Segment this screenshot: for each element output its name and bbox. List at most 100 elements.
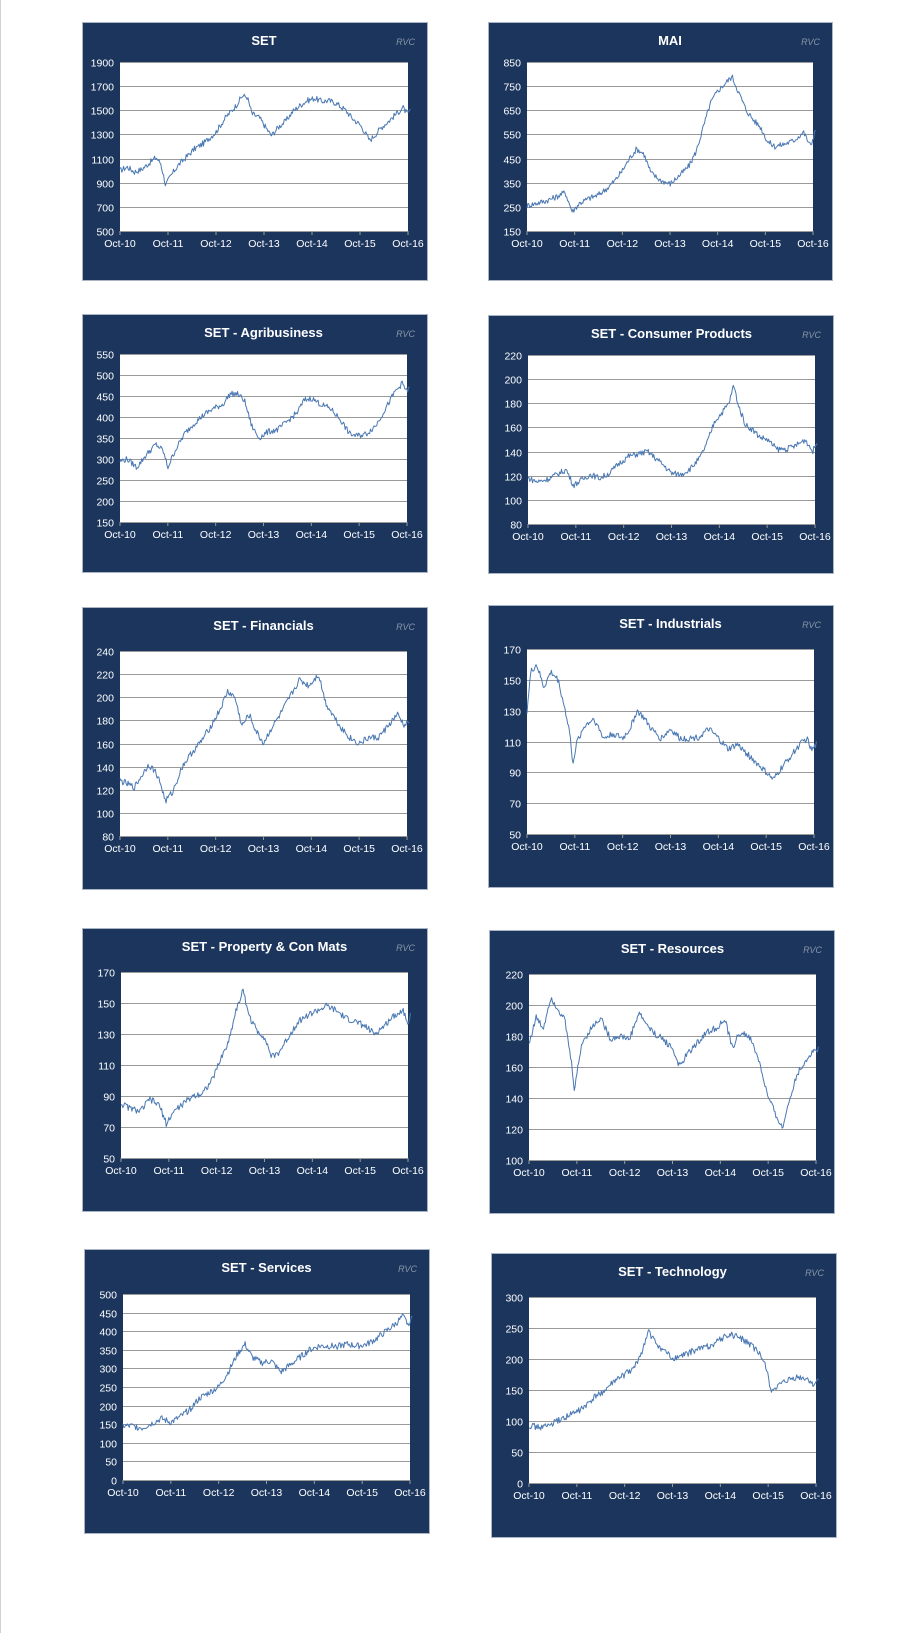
y-tick-label: 1500 <box>91 106 115 118</box>
y-tick-label: 80 <box>510 520 522 532</box>
y-tick-label: 100 <box>504 496 522 508</box>
y-tick-label: 150 <box>96 518 114 530</box>
chart-svg: SET - Property & Con Mats RVC 50 70 90 110 130… <box>97 939 424 1177</box>
x-tick-label: Oct-16 <box>392 1165 424 1177</box>
y-tick-label: 220 <box>504 351 522 363</box>
x-tick-label: Oct-13 <box>654 238 686 250</box>
chart-panel-financials: SET - Financials RVC 80 100 120 140 160 180 200 2… <box>82 607 428 890</box>
series-line <box>526 664 817 780</box>
y-tick-label: 450 <box>503 155 521 167</box>
watermark-label: RVC <box>801 37 820 47</box>
y-tick-label: 750 <box>503 82 521 94</box>
y-tick-label: 140 <box>505 1094 523 1106</box>
page-divider <box>0 0 1 1633</box>
series-line <box>119 93 411 187</box>
y-tick-label: 50 <box>105 1457 117 1469</box>
x-tick-label: Oct-16 <box>394 1487 426 1499</box>
x-tick-label: Oct-10 <box>104 529 136 541</box>
y-tick-label: 500 <box>99 1290 117 1302</box>
watermark-label: RVC <box>396 37 415 47</box>
chart-title: SET - Financials <box>213 618 313 633</box>
y-tick-label: 160 <box>504 423 522 435</box>
x-tick-label: Oct-10 <box>511 238 543 250</box>
y-tick-label: 180 <box>96 716 114 728</box>
x-tick-label: Oct-15 <box>752 1167 784 1179</box>
watermark-label: RVC <box>398 1264 417 1274</box>
series-line <box>120 988 411 1128</box>
y-tick-label: 650 <box>503 106 521 118</box>
x-tick-label: Oct-14 <box>705 1167 737 1179</box>
y-tick-label: 90 <box>103 1092 115 1104</box>
y-tick-label: 160 <box>96 740 114 752</box>
x-tick-label: Oct-14 <box>296 843 328 855</box>
y-tick-label: 120 <box>504 472 522 484</box>
x-tick-label: Oct-12 <box>609 1167 641 1179</box>
x-tick-label: Oct-14 <box>705 1490 737 1502</box>
x-tick-label: Oct-14 <box>299 1487 331 1499</box>
chart-panel-technology: SET - Technology RVC 0 50 100 150 200 250 300 Oct… <box>491 1253 837 1538</box>
chart-title: SET - Consumer Products <box>591 326 752 341</box>
chart-title: SET - Technology <box>618 1264 728 1279</box>
y-tick-label: 50 <box>509 830 521 842</box>
x-tick-label: Oct-16 <box>798 841 830 853</box>
y-tick-label: 450 <box>96 392 114 404</box>
x-tick-label: Oct-14 <box>702 238 734 250</box>
watermark-label: RVC <box>396 943 415 953</box>
y-tick-label: 200 <box>99 1402 117 1414</box>
x-tick-label: Oct-11 <box>559 238 590 250</box>
watermark-label: RVC <box>802 330 821 340</box>
y-tick-label: 0 <box>111 1476 117 1488</box>
y-tick-label: 550 <box>96 350 114 362</box>
x-tick-label: Oct-14 <box>296 238 328 250</box>
x-tick-label: Oct-10 <box>104 238 136 250</box>
y-tick-label: 120 <box>505 1125 523 1137</box>
y-tick-label: 1700 <box>91 82 115 94</box>
y-tick-label: 170 <box>503 645 521 657</box>
series-line <box>528 997 819 1129</box>
y-tick-label: 400 <box>99 1327 117 1339</box>
y-tick-label: 150 <box>503 227 521 239</box>
x-tick-label: Oct-16 <box>800 1490 832 1502</box>
y-tick-label: 50 <box>103 1154 115 1166</box>
x-tick-label: Oct-14 <box>703 841 735 853</box>
plot-area <box>527 649 814 834</box>
y-tick-label: 1100 <box>91 155 114 167</box>
chart-panel-resources: SET - Resources RVC 100 120 140 160 180 200 220 O… <box>489 930 835 1214</box>
x-tick-label: Oct-15 <box>343 529 375 541</box>
watermark-label: RVC <box>802 620 821 630</box>
x-tick-label: Oct-11 <box>153 238 184 250</box>
x-tick-label: Oct-12 <box>201 1165 233 1177</box>
y-tick-label: 550 <box>503 130 521 142</box>
chart-svg: SET - Consumer Products RVC 80 100 120 140 160… <box>504 326 831 543</box>
chart-title: SET <box>251 33 276 48</box>
y-tick-label: 100 <box>505 1156 523 1168</box>
y-tick-label: 130 <box>97 1030 115 1042</box>
x-tick-label: Oct-10 <box>105 1165 137 1177</box>
y-tick-label: 250 <box>96 476 114 488</box>
x-tick-label: Oct-15 <box>752 1490 784 1502</box>
x-tick-label: Oct-16 <box>391 843 423 855</box>
x-tick-label: Oct-12 <box>609 1490 641 1502</box>
y-tick-label: 400 <box>96 413 114 425</box>
x-tick-label: Oct-11 <box>155 1487 186 1499</box>
y-tick-label: 500 <box>96 227 114 239</box>
y-tick-label: 200 <box>96 497 114 509</box>
chart-panel-mai: MAI RVC 150 250 350 450 550 650 750 850 Oct-10 Oct-… <box>488 22 833 281</box>
x-tick-label: Oct-13 <box>248 238 280 250</box>
x-tick-label: Oct-13 <box>657 1490 689 1502</box>
y-tick-label: 90 <box>509 768 521 780</box>
x-tick-label: Oct-13 <box>655 841 687 853</box>
y-tick-label: 300 <box>96 455 114 467</box>
x-tick-label: Oct-16 <box>799 531 831 543</box>
y-tick-label: 110 <box>504 738 521 750</box>
x-tick-label: Oct-15 <box>750 238 782 250</box>
y-tick-label: 130 <box>503 707 521 719</box>
y-tick-label: 150 <box>503 676 521 688</box>
chart-svg: SET - Financials RVC 80 100 120 140 160 180 200 2… <box>96 618 423 855</box>
y-tick-label: 140 <box>96 763 114 775</box>
x-tick-label: Oct-10 <box>107 1487 139 1499</box>
y-tick-label: 220 <box>505 970 523 982</box>
watermark-label: RVC <box>805 1268 824 1278</box>
x-tick-label: Oct-14 <box>704 531 736 543</box>
chart-title: SET - Property & Con Mats <box>182 939 347 954</box>
